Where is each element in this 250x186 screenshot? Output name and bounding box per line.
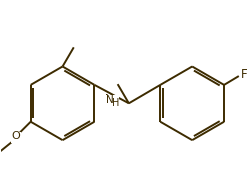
Bar [104,95,119,106]
Text: H: H [112,98,119,108]
Text: F: F [241,68,248,81]
Text: O: O [12,132,20,142]
Bar [11,132,21,143]
Text: H: H [111,97,118,107]
Text: N: N [106,94,113,104]
Text: N: N [106,95,114,105]
